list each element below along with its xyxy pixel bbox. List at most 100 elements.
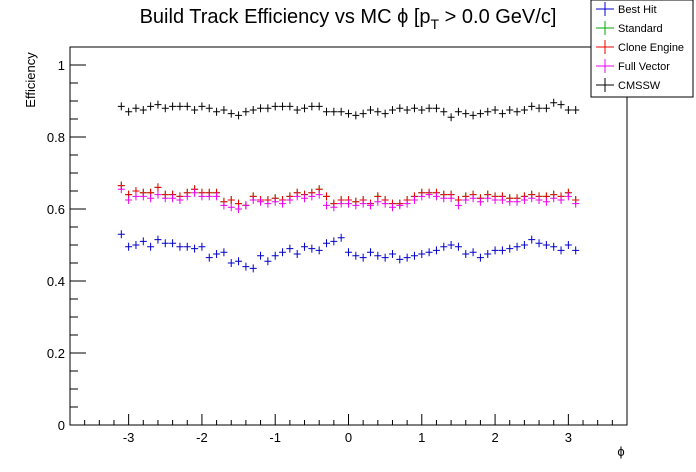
legend-entry: Best Hit	[596, 2, 657, 16]
data-point	[257, 251, 265, 260]
data-point	[374, 107, 382, 116]
data-point	[169, 102, 177, 111]
data-point	[227, 109, 235, 118]
data-point	[432, 246, 440, 255]
data-point	[564, 106, 572, 114]
legend-entry: Clone Engine	[596, 40, 684, 54]
data-point	[235, 205, 243, 213]
data-point	[139, 106, 147, 114]
data-point	[557, 196, 565, 204]
data-point	[315, 190, 323, 199]
x-tick-label: 3	[565, 430, 572, 445]
data-point	[205, 192, 213, 201]
data-point	[220, 248, 228, 257]
data-point	[279, 102, 287, 111]
data-point	[154, 100, 162, 109]
data-point	[183, 102, 191, 111]
data-point	[542, 197, 550, 206]
legend-marker	[596, 2, 614, 16]
data-point	[293, 192, 301, 201]
data-point	[425, 104, 433, 113]
data-point	[506, 197, 514, 206]
data-point	[550, 194, 558, 203]
data-point	[564, 241, 572, 249]
data-point	[330, 203, 338, 212]
data-point	[315, 102, 323, 111]
legend-label: Best Hit	[618, 4, 657, 16]
legend-box	[590, 0, 694, 98]
data-point	[462, 196, 470, 204]
data-point	[498, 109, 506, 118]
data-point	[572, 106, 580, 114]
data-point	[286, 196, 294, 204]
data-point	[432, 104, 440, 113]
data-point	[520, 106, 528, 114]
data-point	[154, 235, 162, 244]
data-point	[227, 196, 235, 204]
legend-label: Clone Engine	[618, 42, 684, 54]
data-point	[154, 183, 162, 192]
data-point	[147, 194, 155, 203]
data-point	[418, 192, 426, 201]
legend-marker	[596, 21, 614, 35]
data-point	[147, 242, 155, 251]
data-point	[198, 192, 206, 201]
x-tick-label: -1	[269, 430, 281, 445]
data-point	[213, 192, 221, 201]
data-point	[176, 242, 184, 251]
data-point	[447, 194, 455, 203]
data-point	[117, 102, 125, 111]
data-point	[498, 196, 506, 204]
chart-title: Build Track Efficiency vs MC ϕ [pT > 0.0…	[140, 6, 557, 32]
data-point	[191, 188, 199, 197]
data-point	[308, 244, 316, 253]
data-point	[403, 106, 411, 114]
data-point	[513, 197, 521, 206]
data-point	[315, 246, 323, 255]
y-axis: 0 0.2 0.4 0.6 0.8 1	[47, 58, 86, 433]
data-point	[301, 194, 309, 203]
data-point	[572, 246, 580, 255]
data-point	[381, 199, 389, 208]
data-point	[345, 248, 352, 257]
data-point	[469, 111, 477, 120]
data-point	[418, 250, 426, 258]
data-point	[286, 102, 294, 111]
data-point	[279, 199, 287, 208]
data-point	[352, 251, 360, 260]
data-point	[447, 113, 455, 122]
data-point	[264, 199, 272, 208]
data-point	[542, 104, 550, 113]
legend-entry: Full Vector	[596, 59, 670, 73]
data-point	[557, 100, 565, 109]
data-point	[161, 194, 169, 203]
y-tick-label: 1	[58, 58, 65, 73]
data-point	[352, 201, 360, 210]
data-point	[550, 242, 558, 251]
data-point	[183, 242, 191, 251]
data-point	[235, 111, 243, 120]
data-point	[374, 197, 382, 206]
data-point	[513, 107, 521, 116]
data-point	[542, 241, 550, 249]
data-point	[242, 262, 250, 271]
data-point	[557, 246, 565, 255]
data-point	[396, 104, 404, 113]
data-point	[440, 242, 448, 251]
data-point	[139, 237, 147, 246]
data-point	[191, 244, 199, 253]
data-point	[220, 201, 228, 210]
data-point	[374, 251, 382, 260]
legend-label: Standard	[618, 23, 663, 35]
data-point	[484, 250, 492, 258]
data-point	[345, 109, 352, 118]
data-point	[337, 199, 345, 208]
data-point	[264, 104, 272, 113]
data-point	[388, 106, 396, 114]
x-tick-label: -2	[196, 430, 208, 445]
data-point	[410, 251, 418, 260]
data-point	[293, 250, 301, 258]
data-point	[249, 264, 257, 273]
data-point	[564, 192, 572, 201]
